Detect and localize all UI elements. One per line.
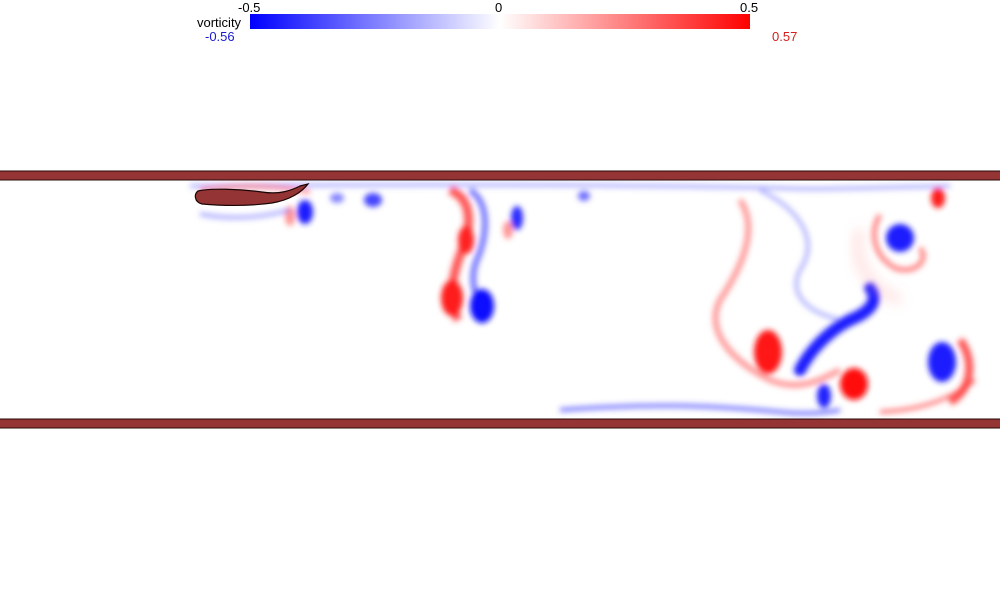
near-body-blue-sheet [199, 208, 291, 220]
vortex-red [931, 188, 945, 208]
vortex-layer [189, 182, 977, 416]
vortex-red-ring [947, 337, 974, 406]
vortex-blue [297, 200, 313, 224]
top-wall [0, 170, 1000, 181]
right-faint-red-tail [854, 229, 902, 303]
right-red-filament [712, 198, 842, 388]
vortex-red [458, 226, 474, 254]
flapping-body [194, 183, 310, 206]
vortex-blue [578, 191, 590, 201]
bottom-shear-layer [559, 403, 841, 416]
top-shear-layer [189, 182, 951, 191]
vortex-blue [511, 206, 523, 230]
vortex-red [754, 330, 782, 374]
bottom-wall [0, 418, 1000, 429]
colorbar-data-max: 0.57 [772, 29, 798, 44]
colorbar-tick-min: -0.5 [238, 0, 261, 15]
vortex-blue [470, 289, 494, 323]
right-blue-filament [759, 188, 841, 322]
vortex-red-ring [871, 213, 926, 273]
vortex-blue-spiral [794, 282, 880, 376]
colorbar-data-min: -0.56 [205, 29, 235, 44]
vortex-blue [330, 193, 344, 203]
colorbar [250, 14, 750, 29]
vortex-red [441, 280, 463, 316]
vortex-blue [928, 342, 956, 382]
vortex-blue [886, 224, 914, 252]
colorbar-tick-max: 0.5 [740, 0, 759, 15]
vortex-blue [817, 384, 831, 408]
vortex-blue [364, 193, 382, 207]
colorbar-tick-mid: 0 [495, 0, 503, 15]
vortex-red [503, 221, 513, 239]
vortex-red [840, 368, 868, 400]
colorbar-title: vorticity [197, 15, 242, 30]
